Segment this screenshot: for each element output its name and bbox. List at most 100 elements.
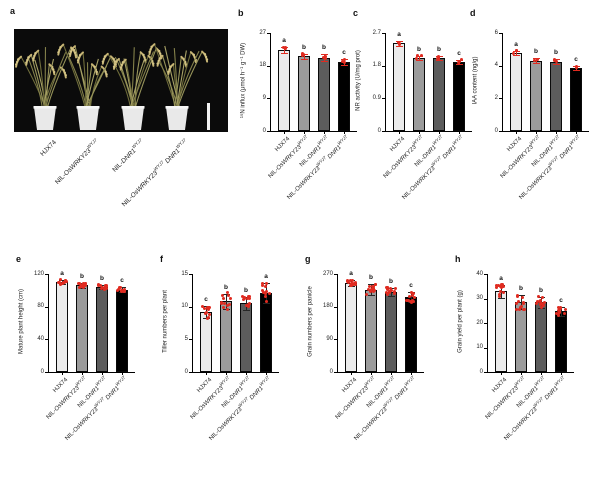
sig-letter: c	[120, 277, 124, 285]
data-point	[302, 52, 306, 56]
data-point	[283, 45, 287, 49]
x-tick	[560, 372, 562, 375]
data-point	[515, 302, 519, 306]
data-point	[495, 283, 499, 287]
rice-plant	[101, 47, 163, 130]
plot-area: 0 9 18 27 a b b c	[259, 30, 357, 134]
bar-NIL-OsWRKY23	[515, 301, 527, 372]
x-tick	[121, 372, 123, 375]
data-point	[521, 302, 525, 306]
data-point	[245, 297, 249, 301]
data-point	[553, 59, 557, 63]
y-tick-label: 9	[262, 94, 266, 101]
data-point	[520, 304, 524, 308]
error-bar-cap	[572, 70, 580, 72]
sig-letter: a	[499, 274, 503, 282]
y-tick	[382, 33, 385, 34]
bar-NIL-OsWRKY23	[298, 56, 310, 131]
data-point	[206, 316, 210, 320]
data-point	[323, 55, 327, 59]
data-point	[247, 297, 251, 301]
error-bar-cap	[367, 295, 375, 297]
plot-area: 0 0.9 1.8 2.7 a b b c	[373, 30, 472, 134]
panel-d-letter: d	[470, 8, 476, 18]
scale-bar	[207, 103, 210, 130]
panel-e-chart: e Mature plant height (cm) 0 40 80 120 a b b c …	[14, 252, 148, 477]
data-point	[520, 295, 524, 299]
data-point	[122, 287, 126, 291]
bar-HJX74	[345, 283, 357, 372]
data-point	[200, 304, 204, 308]
sig-letter: a	[514, 41, 518, 49]
y-tick-label: 0	[40, 368, 44, 375]
x-tick	[398, 131, 400, 134]
data-point	[81, 284, 85, 288]
y-tick	[267, 65, 270, 67]
data-point	[392, 290, 396, 294]
bar-NIL-OsWRKY23	[555, 311, 567, 372]
data-point	[386, 292, 390, 296]
data-point	[282, 45, 286, 49]
x-tick	[245, 372, 247, 375]
data-point	[265, 300, 269, 304]
error-bar-cap	[58, 280, 66, 282]
data-point	[502, 291, 506, 295]
data-point	[365, 293, 369, 297]
data-point	[226, 303, 230, 307]
sig-letter: c	[204, 296, 208, 303]
x-tick	[575, 131, 577, 134]
data-point	[393, 286, 397, 290]
data-point	[349, 284, 353, 288]
data-point	[388, 289, 392, 293]
data-point	[388, 286, 392, 290]
sig-letter: b	[534, 48, 538, 56]
data-point	[264, 295, 268, 299]
rice-plants-photo	[14, 29, 228, 132]
data-point	[502, 284, 506, 288]
data-point	[351, 278, 355, 282]
y-tick	[484, 298, 487, 300]
error-bar-cap	[395, 45, 403, 47]
data-point	[225, 308, 229, 312]
data-point	[283, 47, 287, 51]
sig-letter: a	[349, 269, 353, 277]
data-point	[409, 300, 413, 304]
plot-area: 0 90 180 270 a b b c	[323, 270, 424, 375]
y-tick-label: 0.9	[372, 94, 381, 101]
bar-NIL-OsWRKY23	[570, 68, 582, 131]
panel-b-letter: b	[238, 8, 244, 18]
error-bar-cap	[202, 317, 210, 319]
y-tick	[499, 131, 502, 132]
data-point	[246, 294, 250, 298]
data-point	[371, 285, 375, 289]
x-tick	[520, 372, 522, 375]
error-bar	[535, 58, 537, 64]
bar-NIL-DNR1	[240, 303, 252, 372]
x-tick	[500, 372, 502, 375]
data-point	[411, 299, 415, 303]
data-point	[301, 54, 305, 58]
data-point	[323, 56, 327, 60]
data-point	[557, 313, 561, 317]
sig-letter: b	[302, 43, 306, 51]
data-point	[409, 291, 413, 295]
error-bar-cap	[552, 63, 560, 65]
data-point	[459, 58, 463, 62]
error-bar	[303, 53, 305, 59]
panel-g-chart: g Grain numbers per panicle 0 90 180 270 a b b…	[303, 252, 437, 477]
sig-letter: a	[60, 270, 64, 278]
data-point	[372, 286, 376, 290]
y-axis-label: Grain numbers per panicle	[307, 286, 314, 357]
panel-c-chart: c NR activity (U/mg prot) 0 0.9 1.8 2.7 a b b c…	[351, 6, 485, 250]
data-point	[60, 281, 64, 285]
y-tick	[334, 339, 337, 341]
data-point	[522, 307, 526, 311]
data-point	[412, 292, 416, 296]
y-tick-label: 20	[476, 319, 483, 326]
data-point	[116, 288, 120, 292]
data-point	[58, 280, 62, 284]
y-tick-label: 0	[479, 368, 483, 375]
error-bar-cap	[280, 52, 288, 54]
y-tick-label: 18	[259, 62, 266, 69]
data-point	[412, 296, 416, 300]
